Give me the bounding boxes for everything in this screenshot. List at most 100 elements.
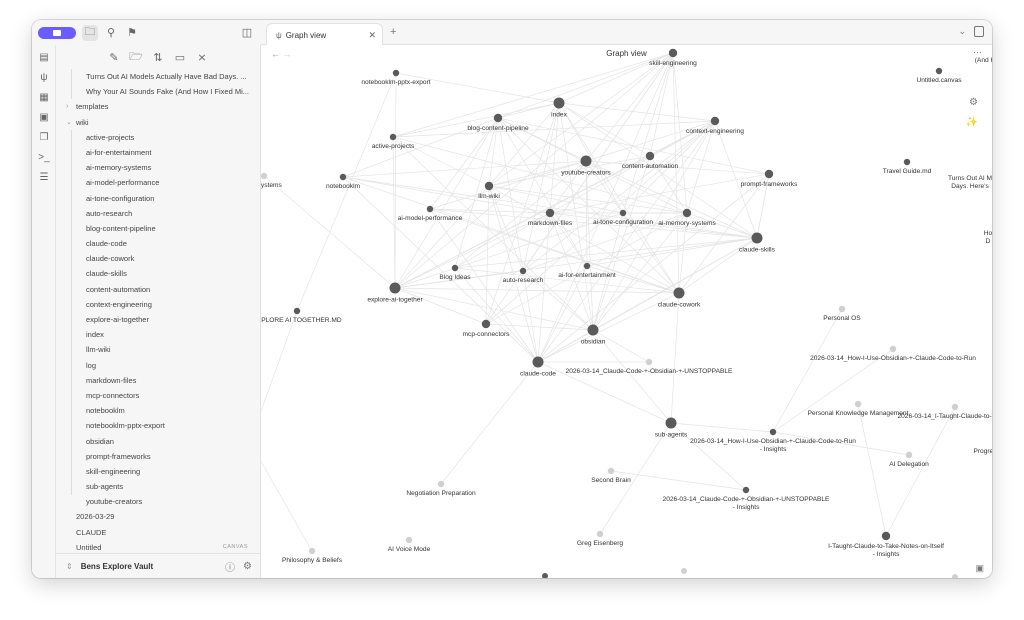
- file-item[interactable]: ai-memory-systems: [56, 160, 260, 175]
- file-item[interactable]: ai-model-performance: [56, 175, 260, 190]
- graph-node[interactable]: [742, 486, 750, 494]
- graph-node[interactable]: [308, 547, 316, 555]
- graph-node[interactable]: [854, 400, 862, 408]
- file-item[interactable]: explore-ai-together: [56, 312, 260, 327]
- graph-node[interactable]: [881, 531, 891, 541]
- file-item[interactable]: notebooklm: [56, 403, 260, 418]
- file-item[interactable]: content-automation: [56, 282, 260, 297]
- tab-graph-view[interactable]: ψ Graph view ✕: [266, 23, 383, 46]
- graph-node[interactable]: [682, 208, 692, 218]
- file-item[interactable]: claude-skills: [56, 266, 260, 281]
- vault-name[interactable]: Bens Explore Vault: [80, 561, 154, 571]
- graph-node[interactable]: [769, 428, 777, 436]
- folder-item[interactable]: › templates: [56, 99, 260, 114]
- graph-node[interactable]: [553, 97, 565, 109]
- graph-node[interactable]: [261, 172, 268, 180]
- file-item[interactable]: claude-cowork: [56, 251, 260, 266]
- sidebar-toggle-icon[interactable]: ◫: [241, 27, 253, 39]
- file-item[interactable]: ai-for-entertainment: [56, 145, 260, 160]
- graph-node[interactable]: [426, 205, 434, 213]
- new-tab-button[interactable]: +: [390, 26, 397, 38]
- file-item[interactable]: ai-tone-configuration: [56, 191, 260, 206]
- graph-node[interactable]: [293, 307, 301, 315]
- graph-node[interactable]: [645, 151, 655, 161]
- graph-node[interactable]: [681, 568, 687, 574]
- help-icon[interactable]: ⓘ: [225, 562, 236, 574]
- forward-icon[interactable]: →: [282, 49, 292, 59]
- canvas-icon[interactable]: ▦: [39, 91, 49, 103]
- graph-node[interactable]: [889, 345, 897, 353]
- new-note-icon[interactable]: ✎: [109, 51, 119, 64]
- graph-settings-icon[interactable]: ⚙: [969, 97, 978, 108]
- graph-node[interactable]: [645, 358, 653, 366]
- graph-node[interactable]: [532, 356, 544, 368]
- file-item[interactable]: llm-wiki: [56, 342, 260, 357]
- search-icon[interactable]: ⚲: [106, 27, 116, 39]
- graph-node[interactable]: [519, 267, 527, 275]
- folder-item[interactable]: ⌄ wiki: [56, 115, 260, 130]
- file-item[interactable]: youtube-creators: [56, 494, 260, 509]
- graph-node[interactable]: [542, 573, 548, 578]
- graph-node[interactable]: [952, 574, 958, 578]
- file-item[interactable]: log: [56, 358, 260, 373]
- graph-node[interactable]: [951, 403, 959, 411]
- graph-node[interactable]: [903, 158, 911, 166]
- graph-node[interactable]: [389, 282, 401, 294]
- graph-node[interactable]: [764, 169, 774, 179]
- graph-node[interactable]: [484, 181, 494, 191]
- fullscreen-icon[interactable]: ▣: [975, 563, 984, 573]
- graph-node[interactable]: [389, 133, 397, 141]
- chevron-updown-icon[interactable]: ⇕: [66, 561, 73, 571]
- graph-node[interactable]: [437, 480, 445, 488]
- graph-node[interactable]: [607, 467, 615, 475]
- graph-node[interactable]: [587, 324, 599, 336]
- graph-node[interactable]: [339, 173, 347, 181]
- graph-node[interactable]: [838, 305, 846, 313]
- graph-node[interactable]: [751, 232, 763, 244]
- graph-node[interactable]: [905, 451, 913, 459]
- file-item[interactable]: sub-agents: [56, 479, 260, 494]
- sort-icon[interactable]: ⇅: [153, 51, 163, 64]
- file-item[interactable]: Untitled CANVAS: [56, 540, 260, 554]
- file-item[interactable]: obsidian: [56, 434, 260, 449]
- files-icon[interactable]: 🗀: [82, 24, 98, 41]
- file-item[interactable]: Why Your AI Sounds Fake (And How I Fixed…: [56, 84, 260, 99]
- graph-node[interactable]: [451, 264, 459, 272]
- settings-icon[interactable]: ⚙: [243, 560, 252, 572]
- graph-node[interactable]: [583, 262, 591, 270]
- file-item[interactable]: 2026-03-29: [56, 509, 260, 524]
- new-note-icon[interactable]: ▤: [39, 51, 49, 63]
- new-folder-icon[interactable]: 🗁: [129, 50, 143, 63]
- bookmark-icon[interactable]: ⚑: [127, 27, 137, 39]
- graph-icon[interactable]: ψ: [40, 71, 48, 83]
- graph-node[interactable]: [481, 319, 491, 329]
- collapse-all-icon[interactable]: ⨯: [197, 51, 207, 64]
- graph-node[interactable]: [493, 113, 503, 123]
- back-icon[interactable]: ←: [271, 49, 280, 59]
- auto-reveal-icon[interactable]: ▭: [174, 51, 186, 64]
- calendar-icon[interactable]: ▣: [39, 111, 49, 123]
- graph-node[interactable]: [668, 48, 678, 58]
- file-item[interactable]: auto-research: [56, 206, 260, 221]
- graph-node[interactable]: [545, 208, 555, 218]
- graph-canvas[interactable]: notebooklm-pptx-export skill-engineering i…: [261, 45, 992, 578]
- graph-node[interactable]: [392, 69, 400, 77]
- graph-node[interactable]: [935, 67, 943, 75]
- more-options-icon[interactable]: ···: [973, 47, 982, 57]
- file-item[interactable]: skill-engineering: [56, 464, 260, 479]
- graph-node[interactable]: [673, 287, 685, 299]
- graph-node[interactable]: [405, 536, 413, 544]
- graph-node[interactable]: [710, 116, 720, 126]
- list-icon[interactable]: ☰: [39, 171, 49, 183]
- chevron-down-icon[interactable]: ⌄: [958, 26, 966, 36]
- graph-node[interactable]: [580, 155, 592, 167]
- file-item[interactable]: active-projects: [56, 130, 260, 145]
- file-item[interactable]: markdown-files: [56, 373, 260, 388]
- file-item[interactable]: mcp-connectors: [56, 388, 260, 403]
- file-item[interactable]: Turns Out AI Models Actually Have Bad Da…: [56, 69, 260, 84]
- vault-switcher-button[interactable]: [38, 26, 76, 39]
- animate-icon[interactable]: ✨: [965, 117, 978, 128]
- file-item[interactable]: prompt-frameworks: [56, 449, 260, 464]
- file-item[interactable]: CLAUDE: [56, 525, 260, 540]
- copy-icon[interactable]: ❐: [39, 131, 49, 143]
